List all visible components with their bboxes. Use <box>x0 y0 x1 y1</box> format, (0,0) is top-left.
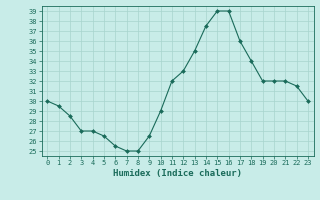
X-axis label: Humidex (Indice chaleur): Humidex (Indice chaleur) <box>113 169 242 178</box>
